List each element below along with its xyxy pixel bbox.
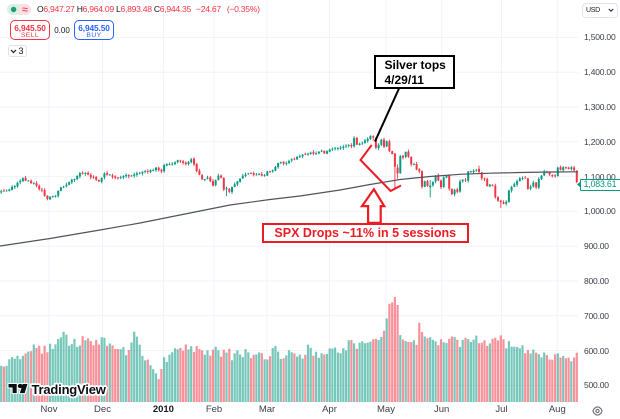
svg-text:≈: ≈ (22, 4, 28, 15)
